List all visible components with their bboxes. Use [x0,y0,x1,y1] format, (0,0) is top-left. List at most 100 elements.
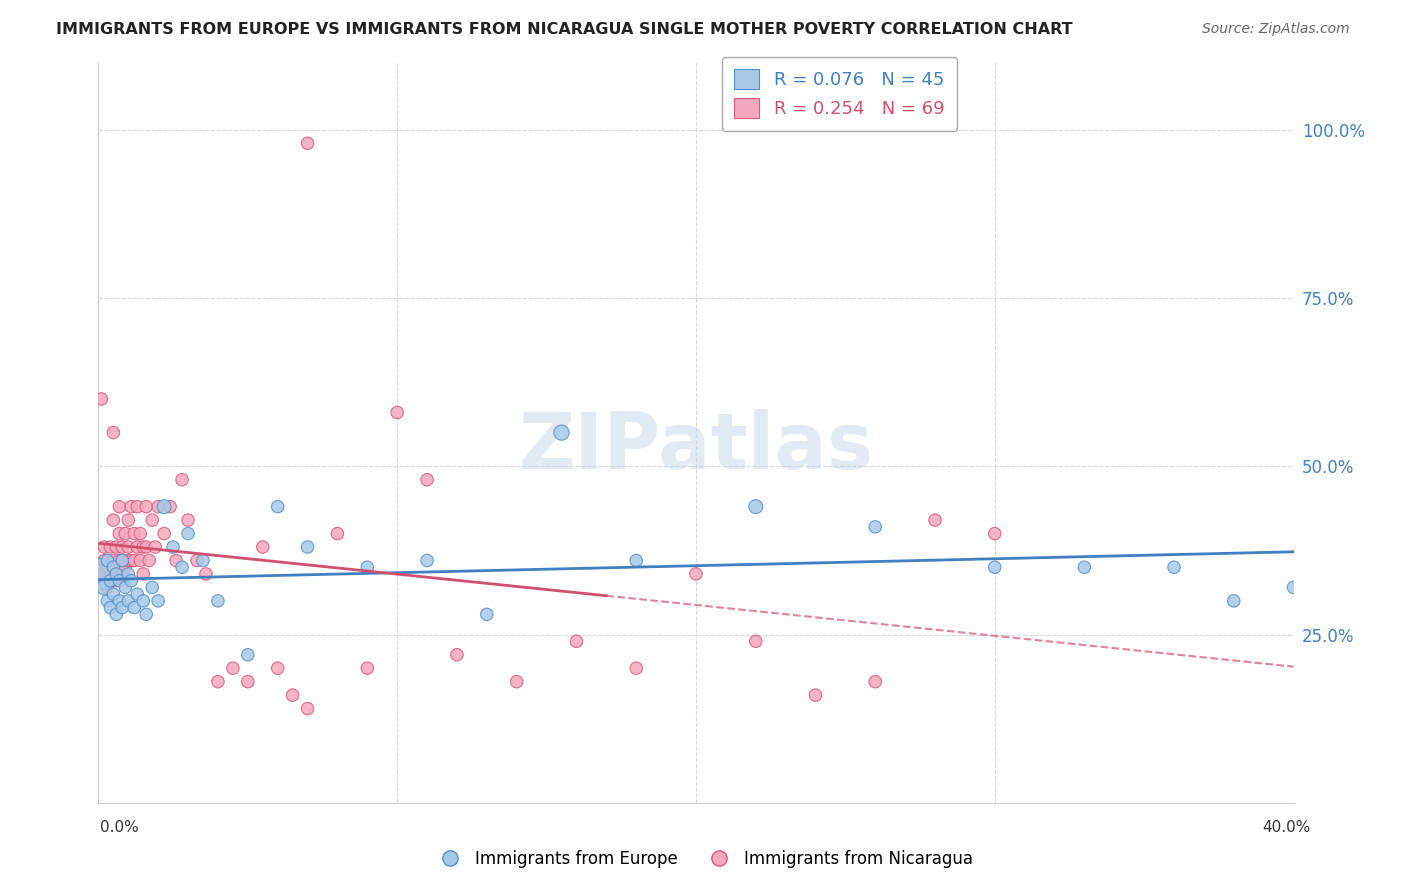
Point [297,136,319,151]
Point [475,607,498,622]
Point [177,513,200,527]
Text: IMMIGRANTS FROM EUROPE VS IMMIGRANTS FROM NICARAGUA SINGLE MOTHER POVERTY CORREL: IMMIGRANTS FROM EUROPE VS IMMIGRANTS FRO… [56,22,1073,37]
Point [252,540,274,554]
Point [93,581,115,595]
Point [135,607,157,622]
Point [165,553,187,567]
Point [207,674,229,689]
Point [236,674,259,689]
Point [111,553,134,567]
Point [385,405,409,419]
Point [120,500,142,514]
Point [105,574,128,588]
Point [105,540,128,554]
Point [745,634,768,648]
Point [326,526,349,541]
Point [138,553,160,567]
Point [96,594,118,608]
Point [127,500,149,514]
Point [297,540,319,554]
Point [159,500,181,514]
Point [129,553,152,567]
Point [111,540,134,554]
Point [153,526,176,541]
Point [804,688,827,702]
Point [626,661,648,675]
Point [550,425,572,440]
Point [96,553,118,567]
Point [114,560,136,574]
Point [117,513,139,527]
Point [356,560,378,574]
Point [446,648,468,662]
Point [177,526,200,541]
Point [745,500,768,514]
Point [984,560,1007,574]
Legend: R = 0.076   N = 45, R = 0.254   N = 69: R = 0.076 N = 45, R = 0.254 N = 69 [721,57,957,131]
Point [141,581,163,595]
Point [506,674,529,689]
Point [98,574,122,588]
Point [98,540,122,554]
Point [1163,560,1185,574]
Point [132,594,155,608]
Point [297,701,319,715]
Point [98,600,122,615]
Point [865,520,887,534]
Point [108,594,131,608]
Text: Source: ZipAtlas.com: Source: ZipAtlas.com [1202,22,1350,37]
Point [924,513,946,527]
Point [90,566,112,581]
Text: 0.0%: 0.0% [100,821,139,835]
Point [267,500,290,514]
Point [124,553,146,567]
Point [1073,560,1095,574]
Point [135,500,157,514]
Point [281,688,304,702]
Point [90,566,112,581]
Point [236,648,259,662]
Point [114,581,136,595]
Point [120,574,142,588]
Point [1223,594,1246,608]
Point [186,553,208,567]
Point [865,674,887,689]
Point [114,526,136,541]
Point [626,553,648,567]
Point [108,553,131,567]
Point [132,566,155,581]
Point [124,600,146,615]
Point [141,513,163,527]
Legend: Immigrants from Europe, Immigrants from Nicaragua: Immigrants from Europe, Immigrants from … [426,844,980,875]
Point [143,540,166,554]
Point [162,540,184,554]
Point [132,540,155,554]
Point [120,553,142,567]
Point [117,540,139,554]
Point [111,553,134,567]
Point [117,553,139,567]
Point [108,574,131,588]
Point [111,600,134,615]
Point [103,560,125,574]
Point [93,553,115,567]
Point [117,594,139,608]
Point [105,607,128,622]
Point [356,661,378,675]
Point [172,560,194,574]
Point [195,566,218,581]
Point [172,473,194,487]
Point [148,500,170,514]
Text: 40.0%: 40.0% [1263,821,1310,835]
Point [148,594,170,608]
Point [124,526,146,541]
Point [105,566,128,581]
Point [105,566,128,581]
Point [103,425,125,440]
Point [127,540,149,554]
Point [108,526,131,541]
Point [416,473,439,487]
Point [565,634,588,648]
Point [222,661,245,675]
Point [117,566,139,581]
